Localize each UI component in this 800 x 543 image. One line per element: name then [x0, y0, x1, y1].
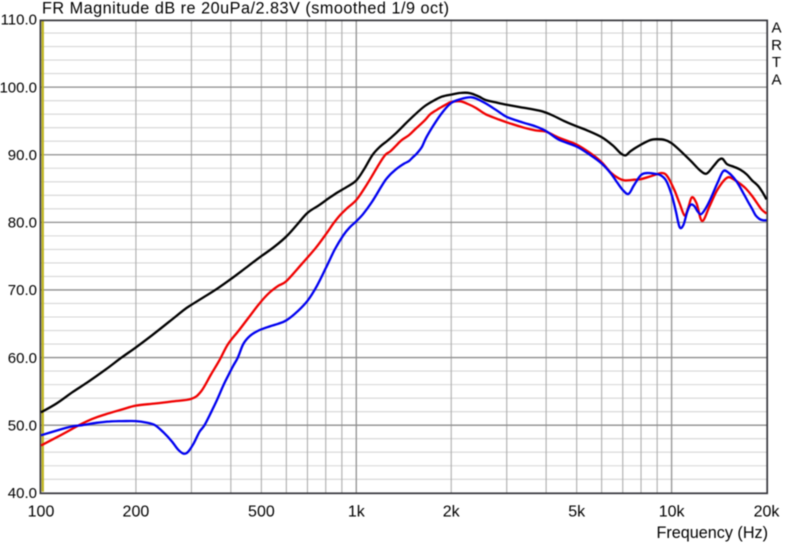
svg-text:A: A — [771, 72, 781, 89]
svg-text:500: 500 — [248, 504, 275, 521]
svg-text:80.0: 80.0 — [8, 215, 37, 232]
svg-text:10k: 10k — [659, 504, 686, 521]
svg-text:70.0: 70.0 — [8, 282, 37, 299]
svg-text:T: T — [772, 54, 781, 71]
svg-text:1k: 1k — [348, 504, 366, 521]
svg-text:200: 200 — [123, 504, 150, 521]
svg-text:Frequency (Hz): Frequency (Hz) — [656, 524, 768, 542]
svg-text:100.0: 100.0 — [0, 79, 37, 96]
svg-text:100: 100 — [28, 504, 55, 521]
svg-text:A: A — [771, 20, 781, 37]
svg-text:110.0: 110.0 — [1, 12, 37, 29]
svg-text:40.0: 40.0 — [8, 485, 37, 502]
svg-text:90.0: 90.0 — [8, 147, 37, 164]
svg-text:50.0: 50.0 — [8, 417, 37, 434]
svg-text:60.0: 60.0 — [8, 350, 37, 367]
svg-text:R: R — [771, 37, 782, 54]
svg-text:20k: 20k — [754, 504, 781, 521]
svg-text:2k: 2k — [443, 504, 461, 521]
svg-text:FR Magnitude dB re 20uPa/2.83V: FR Magnitude dB re 20uPa/2.83V (smoothed… — [42, 0, 449, 18]
svg-text:5k: 5k — [568, 504, 586, 521]
